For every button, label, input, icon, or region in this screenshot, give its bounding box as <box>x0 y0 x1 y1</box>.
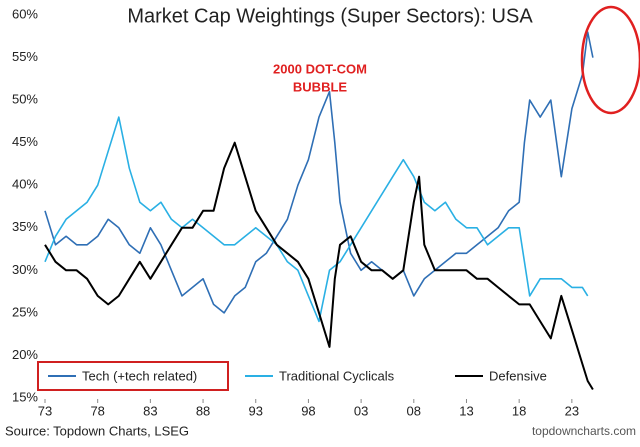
x-tick-label: 98 <box>301 403 315 418</box>
x-tick-label: 83 <box>143 403 157 418</box>
y-tick-label: 20% <box>12 347 38 362</box>
x-tick-label: 03 <box>354 403 368 418</box>
source: Source: Topdown Charts, LSEG <box>5 423 189 438</box>
highlight-circle <box>580 5 640 115</box>
x-tick-label: 23 <box>565 403 579 418</box>
x-tick-label: 18 <box>512 403 526 418</box>
chart-title: Market Cap Weightings (Super Sectors): U… <box>127 5 533 27</box>
x-tick-label: 88 <box>196 403 210 418</box>
y-tick-label: 55% <box>12 49 38 64</box>
y-tick-label: 25% <box>12 304 38 319</box>
x-tick-label: 13 <box>459 403 473 418</box>
series-line <box>44 31 594 314</box>
annotation: BUBBLE <box>293 79 347 94</box>
series-line <box>44 116 589 323</box>
y-tick-label: 15% <box>12 389 38 404</box>
y-tick-label: 40% <box>12 177 38 192</box>
legend-highlight <box>37 361 229 391</box>
y-tick-label: 50% <box>12 92 38 107</box>
x-tick-label: 73 <box>38 403 52 418</box>
annotation: 2000 DOT-COM <box>273 61 367 76</box>
x-tick-label: 78 <box>90 403 104 418</box>
y-tick-label: 35% <box>12 219 38 234</box>
y-tick-label: 30% <box>12 262 38 277</box>
legend-label: Defensive <box>489 368 547 383</box>
legend-label: Tech (+tech related) <box>82 368 197 383</box>
y-tick-label: 60% <box>12 6 38 21</box>
y-tick-label: 45% <box>12 134 38 149</box>
series-line <box>44 141 594 391</box>
x-tick-label: 08 <box>407 403 421 418</box>
legend-label: Traditional Cyclicals <box>279 368 395 383</box>
watermark: topdowncharts.com <box>532 424 636 438</box>
x-tick-label: 93 <box>249 403 263 418</box>
